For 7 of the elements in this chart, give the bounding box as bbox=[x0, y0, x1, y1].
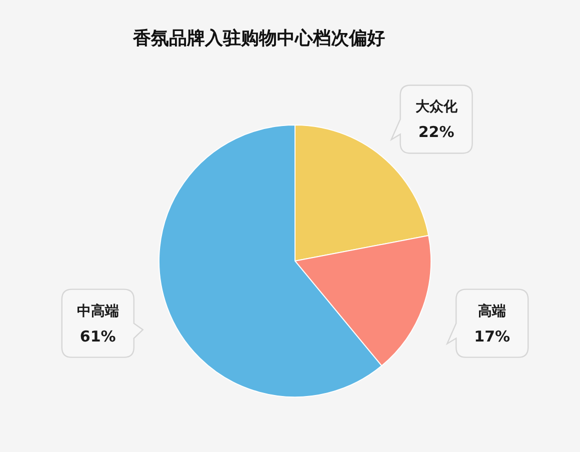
slice-label: 大众化 bbox=[415, 99, 458, 116]
data-label: 17% bbox=[474, 327, 510, 346]
chart-title: 香氛品牌入驻购物中心档次偏好 bbox=[133, 27, 385, 50]
data-label: 22% bbox=[418, 123, 454, 142]
slice-label: 中高端 bbox=[76, 302, 119, 320]
data-label: 61% bbox=[80, 327, 116, 346]
slice-label: 高端 bbox=[478, 302, 506, 320]
